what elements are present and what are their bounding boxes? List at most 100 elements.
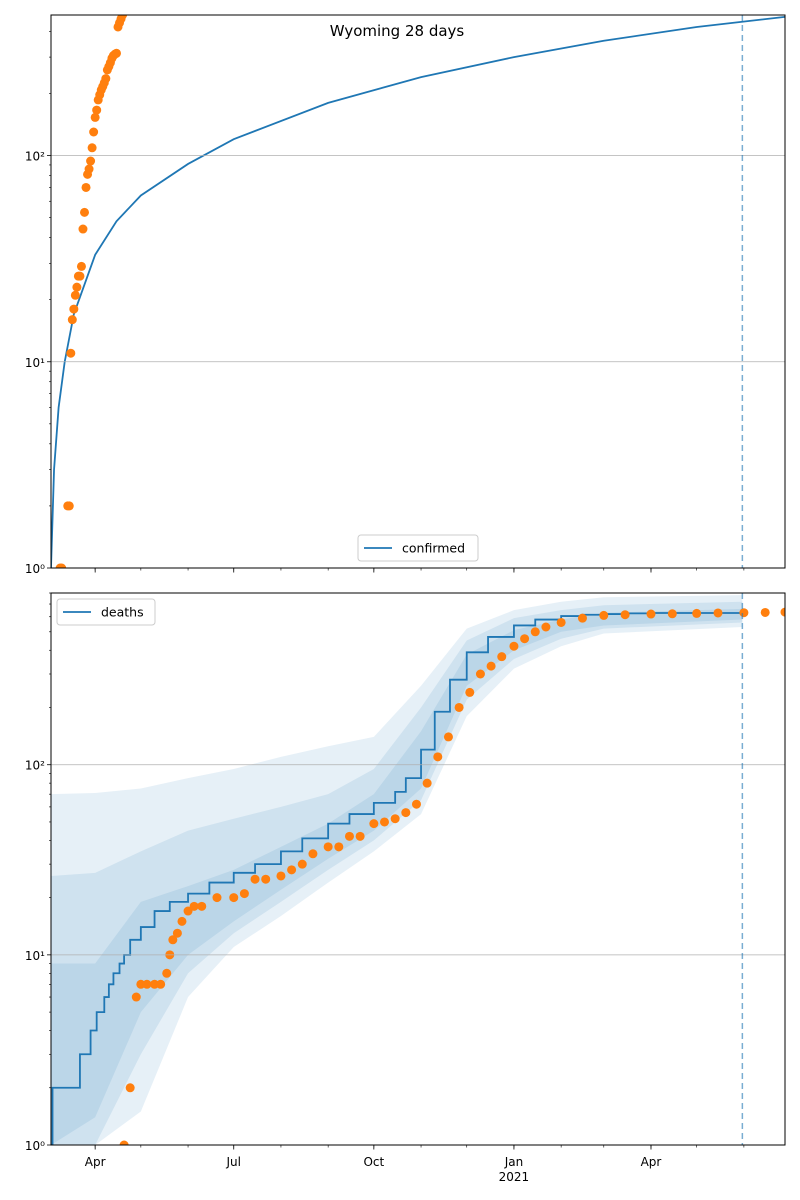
deaths-data-point: [475, 669, 485, 679]
confirmed-y-tick-label: 10⁰: [25, 562, 45, 576]
deaths-data-point: [125, 1083, 135, 1093]
confirmed-axes-frame: [50, 14, 786, 569]
deaths-data-point: [168, 935, 178, 945]
deaths-band-outer: [51, 595, 743, 1145]
deaths-data-point: [646, 609, 656, 619]
deaths-panel: 10⁰ 10¹ 10² deaths: [25, 592, 786, 1153]
confirmed-data-point: [76, 261, 86, 271]
confirmed-data-point: [81, 182, 91, 192]
deaths-data-point: [556, 617, 566, 627]
deaths-data-point: [276, 871, 286, 881]
deaths-data-point: [239, 889, 249, 899]
confirmed-data-point: [118, 15, 128, 20]
deaths-plot-area: [51, 595, 785, 1145]
deaths-data-point: [780, 607, 785, 617]
confirmed-legend-label: confirmed: [402, 541, 465, 556]
deaths-data-point: [541, 622, 551, 632]
deaths-data-point: [422, 778, 432, 788]
confirmed-data-point: [69, 304, 79, 314]
deaths-data-point: [355, 831, 365, 841]
deaths-data-point: [250, 874, 260, 884]
confirmed-series-line: [51, 15, 785, 568]
confirmed-legend-box: [357, 534, 479, 562]
deaths-data-point: [520, 634, 530, 644]
deaths-data-point: [713, 608, 723, 618]
deaths-y-tick-label: 10¹: [25, 949, 45, 963]
deaths-data-point: [177, 916, 187, 926]
deaths-data-point: [229, 893, 239, 903]
deaths-data-point: [433, 752, 443, 762]
deaths-data-point: [183, 906, 193, 916]
confirmed-data-point: [86, 156, 96, 166]
confirmed-data-point: [111, 48, 121, 58]
deaths-data-point: [197, 901, 207, 911]
deaths-data-point: [119, 1140, 129, 1145]
deaths-data-point: [344, 831, 354, 841]
deaths-data-point: [599, 610, 609, 620]
confirmed-data-point: [67, 315, 77, 325]
x-tick-label: Jul: [225, 1155, 240, 1169]
deaths-data-point: [465, 687, 475, 697]
deaths-data-point: [411, 799, 421, 809]
deaths-legend-label: deaths: [101, 605, 144, 620]
deaths-series-line: [51, 612, 744, 1145]
deaths-data-point: [509, 641, 519, 651]
deaths-axes-frame: [50, 592, 786, 1146]
confirmed-y-tick-label: 10¹: [25, 356, 45, 370]
confirmed-data-point: [72, 282, 82, 292]
confirmed-data-point: [75, 271, 85, 281]
confirmed-data-point: [70, 290, 80, 300]
confirmed-data-point: [66, 348, 76, 358]
deaths-data-point: [692, 608, 702, 618]
deaths-legend-box: [56, 598, 156, 626]
confirmed-data-point: [89, 127, 99, 137]
chart-title: Wyoming 28 days: [330, 22, 465, 40]
deaths-y-tick-label: 10⁰: [25, 1139, 45, 1153]
deaths-data-point: [334, 842, 344, 852]
deaths-data-point: [156, 979, 166, 989]
deaths-data-point: [379, 817, 389, 827]
confirmed-plot-area: [51, 15, 785, 568]
confirmed-data-point: [121, 15, 127, 16]
confirmed-data-point: [78, 224, 88, 234]
deaths-data-point: [189, 901, 199, 911]
deaths-data-point: [172, 928, 182, 938]
deaths-data-point: [297, 859, 307, 869]
deaths-data-point: [760, 607, 770, 617]
deaths-data-point: [308, 849, 318, 859]
confirmed-data-point: [101, 74, 111, 84]
deaths-data-point: [142, 979, 152, 989]
confirmed-data-point: [90, 112, 100, 122]
confirmed-data-point: [80, 207, 90, 217]
deaths-data-point: [620, 610, 630, 620]
deaths-data-point: [212, 893, 222, 903]
deaths-data-point: [162, 968, 172, 978]
deaths-y-tick-label: 10²: [25, 759, 45, 773]
deaths-data-point: [323, 842, 333, 852]
x-year-label: 2021: [499, 1170, 530, 1184]
confirmed-legend: confirmed: [357, 534, 479, 562]
confirmed-data-point: [84, 164, 94, 174]
x-tick-label: Apr: [85, 1155, 106, 1169]
confirmed-data-point: [57, 563, 67, 568]
deaths-data-point: [261, 874, 271, 884]
deaths-data-point: [530, 627, 540, 637]
deaths-data-point: [497, 652, 507, 662]
deaths-data-point: [577, 613, 587, 623]
deaths-data-point: [390, 814, 400, 824]
confirmed-panel: 10⁰ 10¹ 10² confirmed: [25, 14, 786, 576]
x-tick-label: Apr: [641, 1155, 662, 1169]
deaths-data-point: [667, 609, 677, 619]
confirmed-data-point: [92, 105, 102, 115]
deaths-data-point: [443, 732, 453, 742]
deaths-data-point: [486, 661, 496, 671]
x-axis: Apr Jul Oct Jan Apr 2021: [85, 1155, 662, 1184]
deaths-data-point: [454, 702, 464, 712]
deaths-data-point: [287, 865, 297, 875]
deaths-data-point: [369, 819, 379, 829]
deaths-band-middle: [51, 601, 743, 1145]
deaths-data-point: [131, 992, 141, 1002]
x-tick-label: Oct: [363, 1155, 384, 1169]
confirmed-data-point: [64, 501, 74, 511]
